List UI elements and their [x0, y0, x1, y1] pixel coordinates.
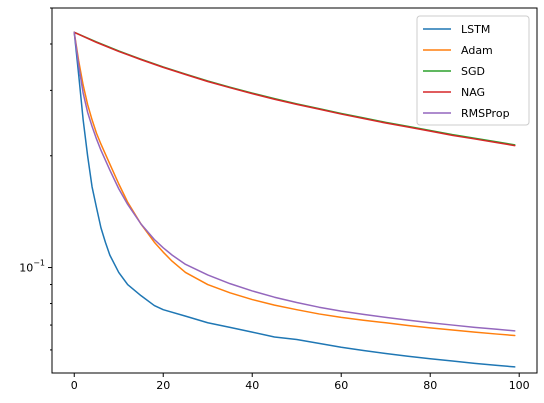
series-layer [73, 31, 516, 368]
legend-label-nag: NAG [461, 86, 485, 99]
x-tick-label: 100 [509, 379, 530, 392]
series-line-adam [73, 31, 516, 337]
axis-layer: 0 20 40 60 80 100 10−1 [19, 7, 538, 392]
series-line-lstm [73, 31, 516, 368]
legend-label-adam: Adam [461, 44, 493, 57]
x-tick-label: 0 [71, 379, 78, 392]
legend-label-rmsprop: RMSProp [461, 107, 510, 120]
legend-label-sgd: SGD [461, 65, 485, 78]
x-tick-label: 20 [156, 379, 170, 392]
legend: LSTM Adam SGD NAG RMSProp [416, 15, 530, 126]
series-line-nag [73, 31, 516, 147]
x-tick-label: 80 [423, 379, 437, 392]
legend-label-lstm: LSTM [461, 23, 490, 36]
x-tick-label: 40 [245, 379, 259, 392]
y-tick-label: 10−1 [19, 259, 45, 275]
legend-box [416, 15, 530, 126]
plot-frame [51, 7, 538, 374]
series-line-rmsprop [73, 31, 516, 332]
x-tick-label: 60 [334, 379, 348, 392]
